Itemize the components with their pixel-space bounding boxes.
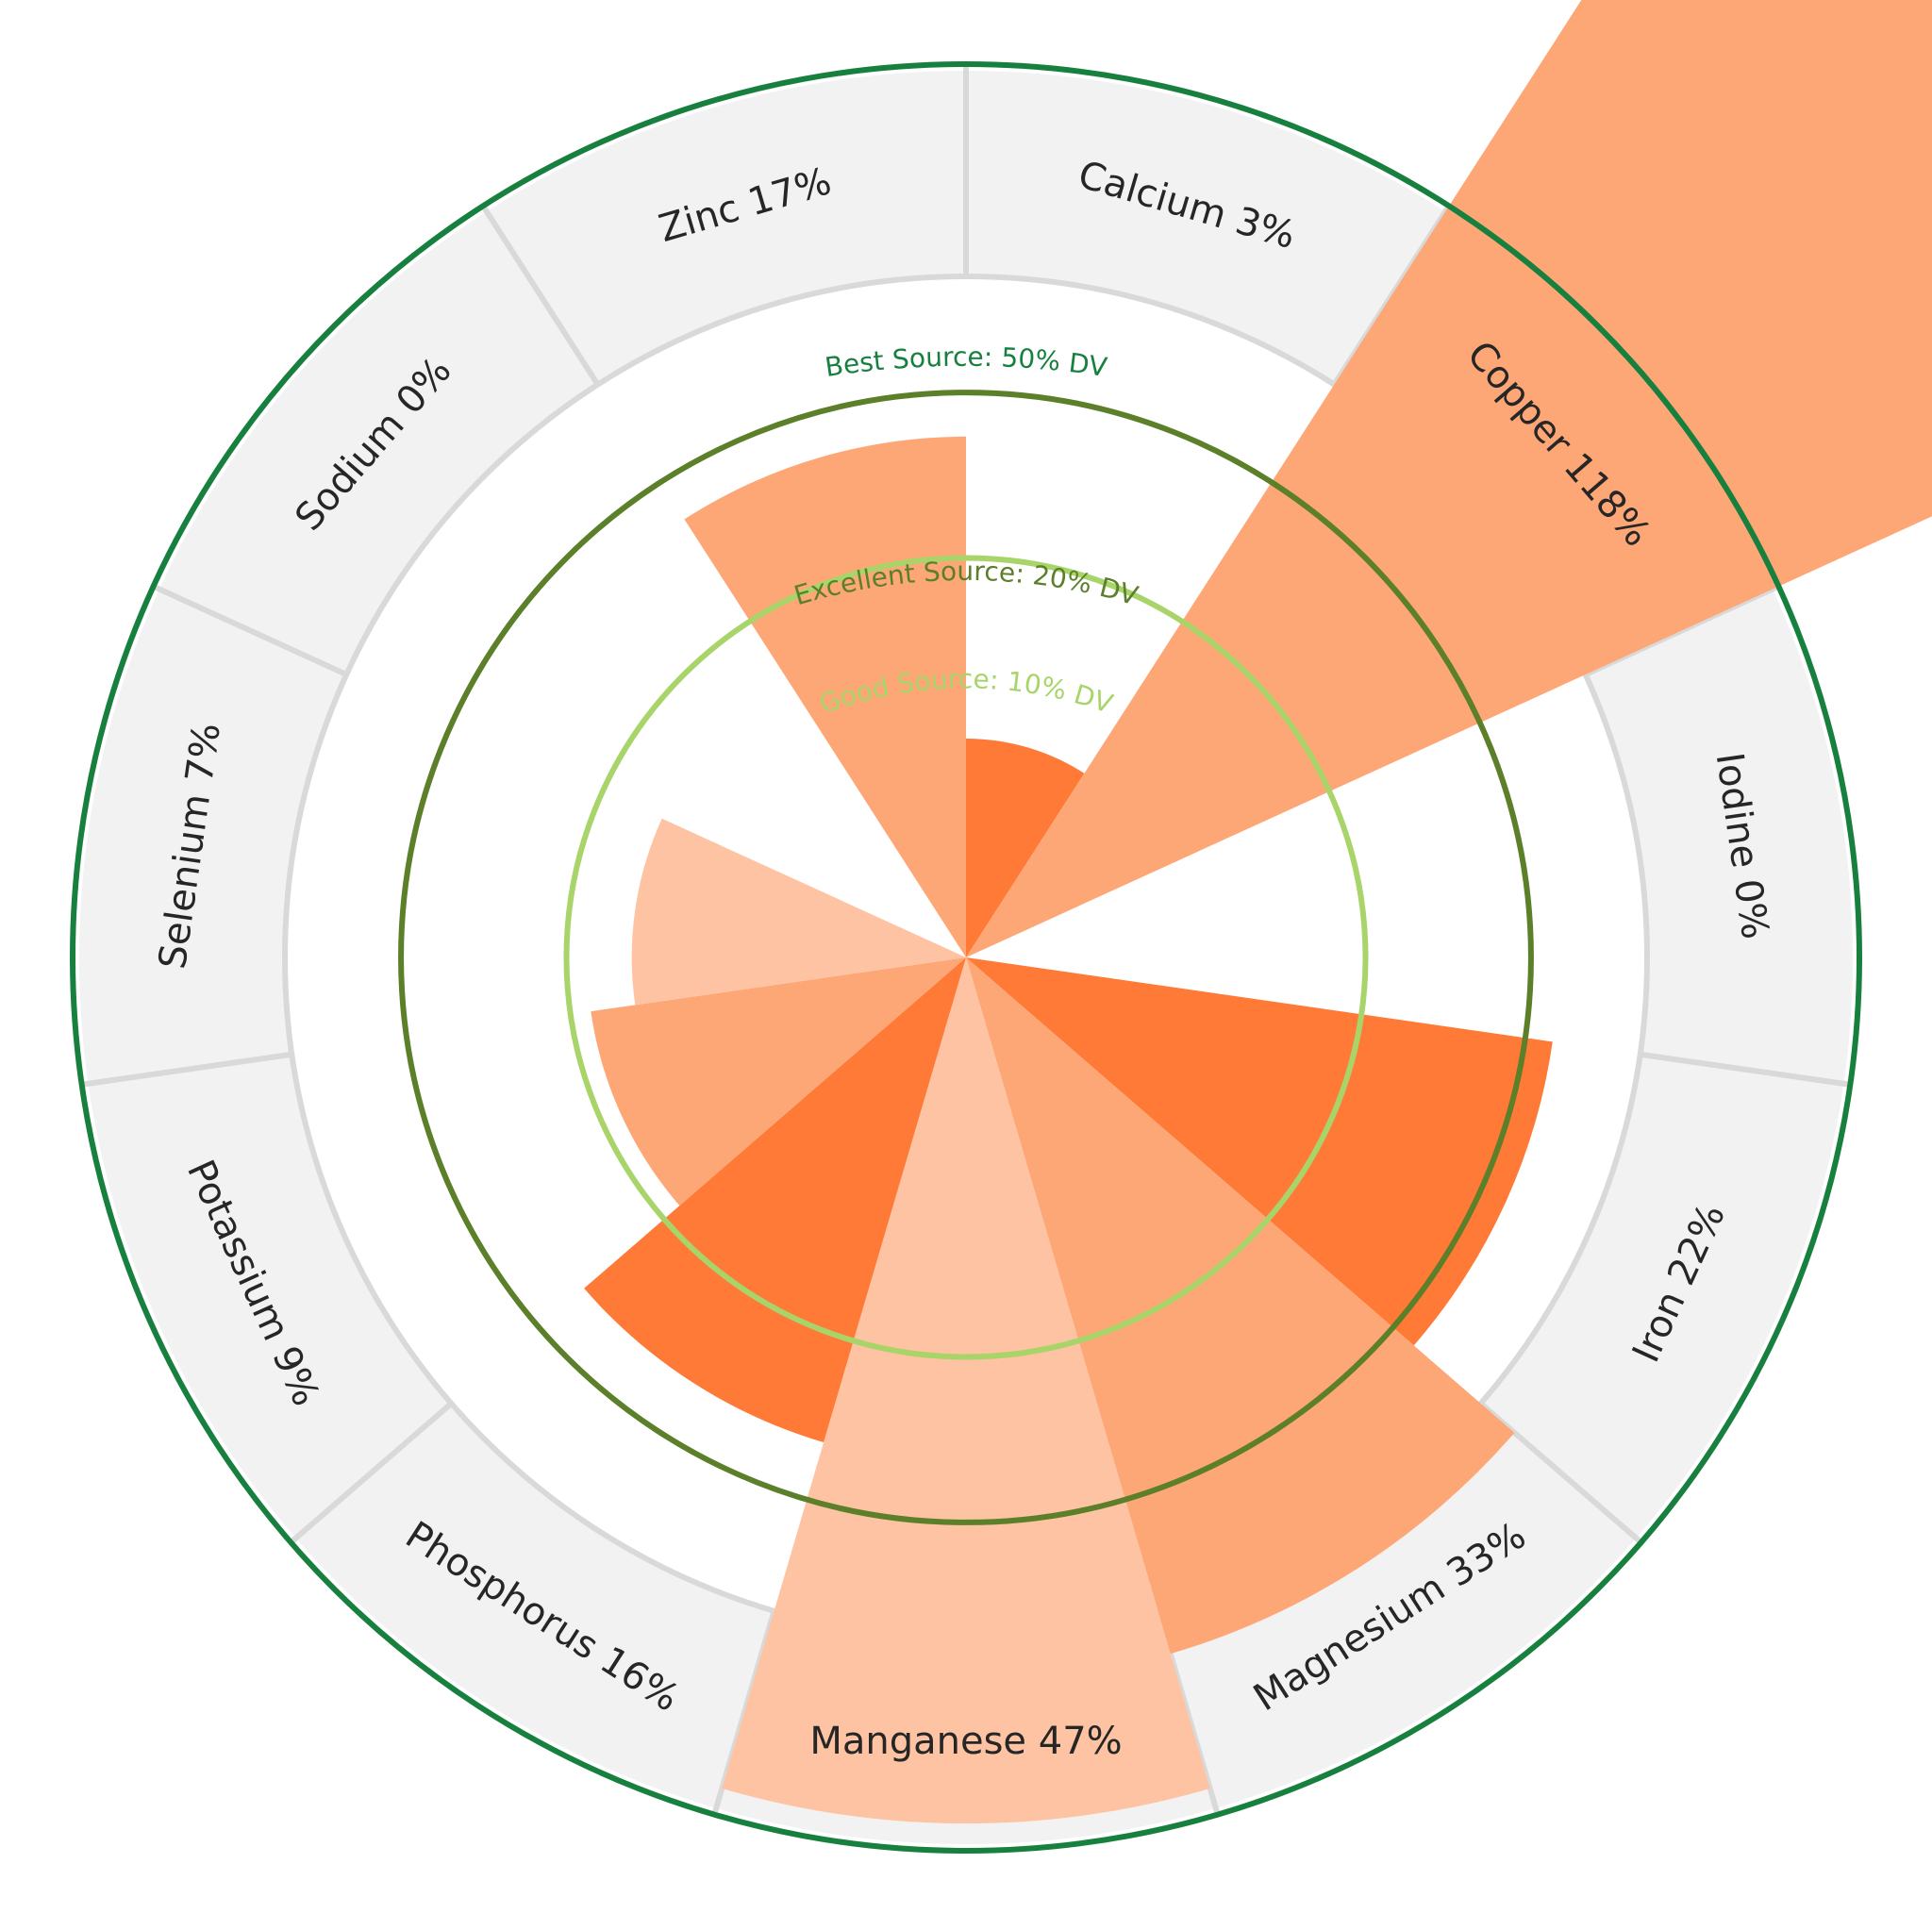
ring-good-source-10-dv bbox=[563, 555, 1369, 1360]
ring-excellent-source-20-dv bbox=[398, 390, 1534, 1525]
band-divider bbox=[291, 1401, 454, 1543]
bar-calcium bbox=[966, 739, 1085, 957]
band-divider bbox=[1478, 1401, 1641, 1543]
bar-iron bbox=[966, 957, 1553, 1346]
bar-manganese bbox=[722, 957, 1210, 1824]
band-divider bbox=[155, 585, 348, 677]
segment-label-manganese: Manganese 47% bbox=[809, 1720, 1122, 1763]
band-divider bbox=[84, 1051, 292, 1088]
bar-phosphorus bbox=[584, 957, 966, 1443]
bar-copper bbox=[966, 0, 1932, 957]
band-divider bbox=[1640, 1051, 1848, 1088]
ring-best-source-50-dv bbox=[70, 61, 1862, 1854]
bar-magnesium bbox=[966, 957, 1515, 1655]
bar-potassium bbox=[591, 957, 966, 1206]
band-divider bbox=[482, 207, 601, 387]
bar-selenium bbox=[631, 818, 966, 1006]
bar-layer bbox=[584, 0, 1932, 1824]
